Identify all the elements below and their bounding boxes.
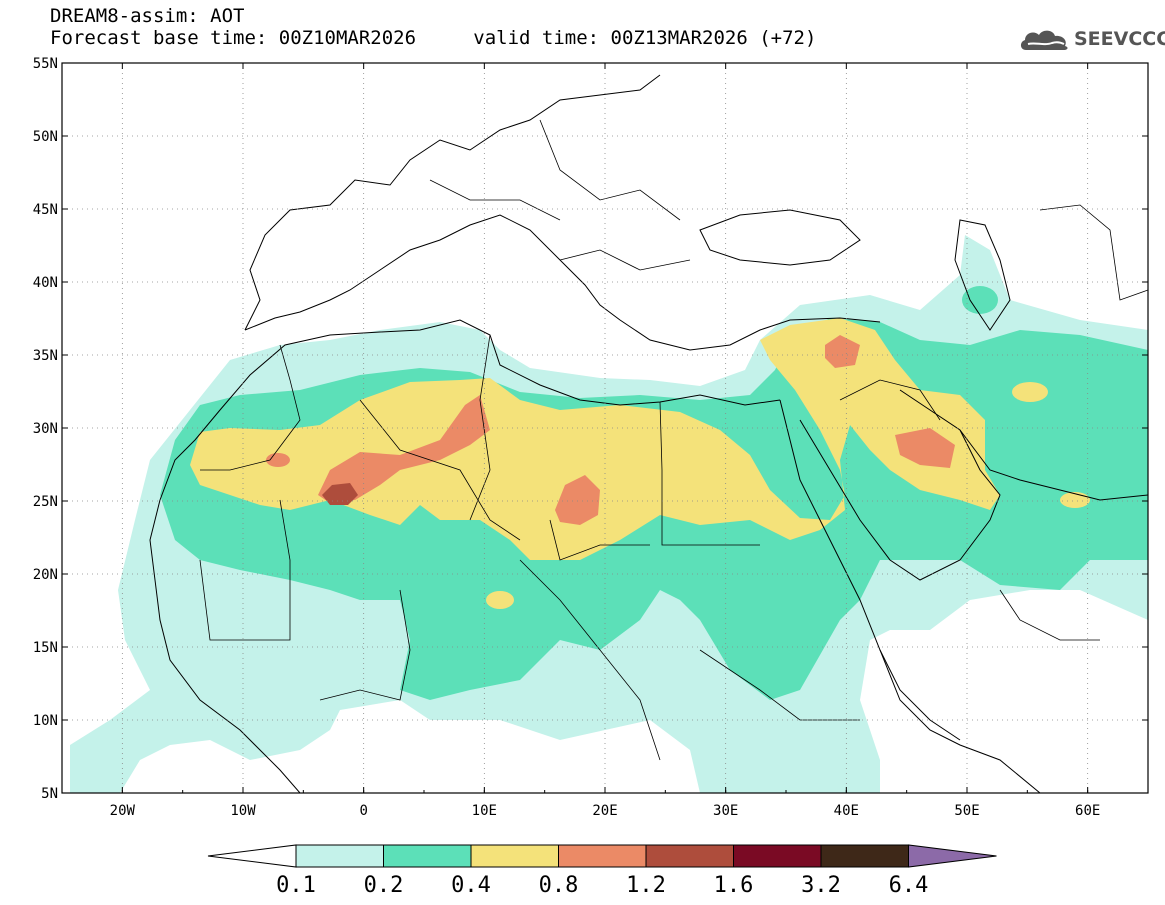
x-tick-label: 20W <box>110 803 136 819</box>
country-borders <box>199 119 1148 761</box>
colorbar-label: 6.4 <box>889 873 929 898</box>
colorbar-box <box>383 844 472 868</box>
colorbar-box <box>295 844 384 868</box>
aot-field <box>70 235 1148 793</box>
y-tick-label: 35N <box>33 348 58 364</box>
colorbar-label: 0.2 <box>364 873 404 898</box>
aot-contour-0.8 <box>318 395 490 503</box>
cloud-icon <box>1020 30 1068 50</box>
time-info: Forecast base time: 00Z10MAR2026 valid t… <box>50 28 816 49</box>
colorbar: 0.1 0.2 0.4 0.8 1.2 1.6 3.2 6.4 <box>207 844 997 898</box>
colorbar-box <box>645 844 734 868</box>
x-tick-label: 30E <box>713 803 738 819</box>
y-tick-label: 10N <box>33 713 58 729</box>
aot-contour-0.4 <box>190 318 1000 560</box>
valid-time-label: valid time: 00Z13MAR2026 (+72) <box>473 27 817 49</box>
y-tick-label: 20N <box>33 567 58 583</box>
colorbar-label: 0.1 <box>276 873 316 898</box>
aot-contour-0.8-b <box>555 475 600 525</box>
x-axis: 20W 10W 0 10E 20E 30E 40E 50E 60E <box>61 63 1149 819</box>
x-tick-label: 60E <box>1075 803 1100 819</box>
x-tick-label: 10E <box>472 803 497 819</box>
aot-patch <box>1012 382 1048 402</box>
colorbar-label: 0.4 <box>451 873 491 898</box>
colorbar-box <box>733 844 822 868</box>
aot-patch <box>486 591 514 609</box>
aot-contour-0.8-c <box>825 335 860 368</box>
aot-patch <box>266 453 290 467</box>
graticule <box>62 63 1148 793</box>
x-tick-label: 10W <box>230 803 256 819</box>
seevccc-logo: SEEVCCC <box>1018 26 1165 54</box>
colorbar-label: 1.6 <box>714 873 754 898</box>
product-title: DREAM8-assim: AOT <box>50 5 245 27</box>
colorbar-under-triangle <box>207 844 297 868</box>
y-tick-label: 30N <box>33 421 58 437</box>
colorbar-box <box>820 844 909 868</box>
y-tick-label: 25N <box>33 494 58 510</box>
aot-patch <box>410 666 470 694</box>
y-tick-label: 15N <box>33 640 58 656</box>
x-tick-label: 20E <box>592 803 617 819</box>
colorbar-label: 1.2 <box>626 873 666 898</box>
y-tick-label: 55N <box>33 56 58 72</box>
x-tick-label: 0 <box>359 803 367 819</box>
colorbar-label: 0.8 <box>539 873 579 898</box>
y-axis: 55N 50N 45N 40N 35N 30N 25N 20N 15N 10N 5N <box>33 56 1148 802</box>
y-tick-label: 45N <box>33 202 58 218</box>
y-tick-label: 40N <box>33 275 58 291</box>
y-tick-label: 50N <box>33 129 58 145</box>
logo-text: SEEVCCC <box>1074 28 1165 50</box>
x-tick-label: 40E <box>834 803 859 819</box>
y-tick-label: 5N <box>41 786 58 802</box>
colorbar-over-triangle <box>908 844 997 868</box>
colorbar-box <box>558 844 647 868</box>
base-time-label: Forecast base time: 00Z10MAR2026 <box>50 27 417 49</box>
colorbar-label: 3.2 <box>801 873 841 898</box>
x-tick-label: 50E <box>954 803 979 819</box>
aot-contour-0.8-d <box>895 428 955 468</box>
colorbar-box <box>470 844 559 868</box>
aot-contour-1.2 <box>322 483 358 505</box>
aot-patch <box>962 286 998 314</box>
aot-patch <box>1060 492 1090 508</box>
